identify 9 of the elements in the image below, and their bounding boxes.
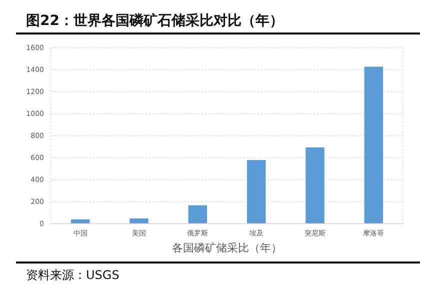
text: 资料来源：USGS — [26, 268, 120, 282]
bar — [246, 160, 266, 224]
bar — [306, 147, 324, 224]
bar — [364, 66, 384, 224]
chart-title: 图22：世界各国磷矿石储采比对比（年） — [26, 12, 284, 29]
bar — [130, 218, 148, 224]
bar — [70, 219, 90, 224]
bar — [188, 205, 208, 224]
x-axis-title: 各国磷矿储采比（年） — [172, 242, 282, 255]
